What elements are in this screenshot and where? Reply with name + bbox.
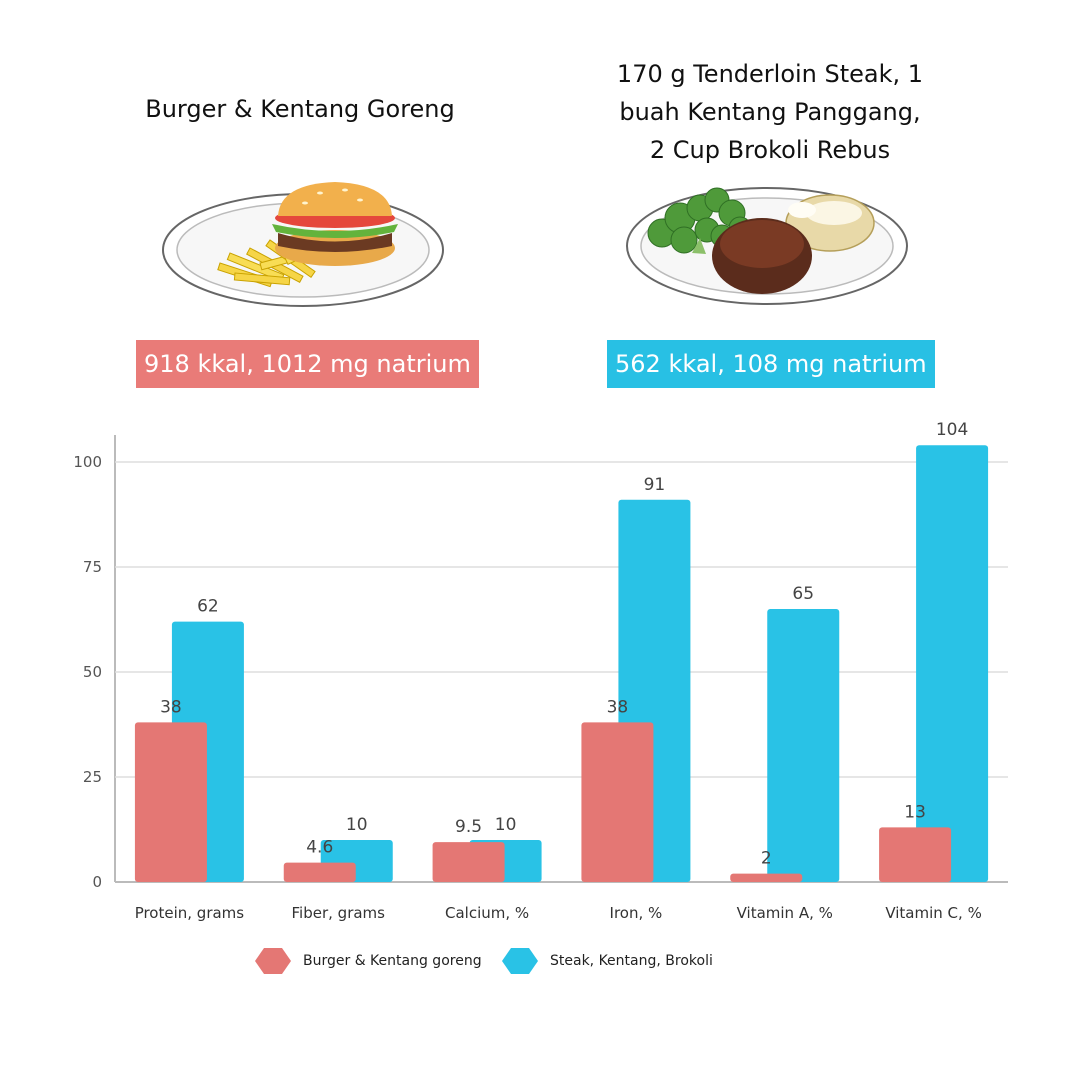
x-category-label: Protein, grams bbox=[135, 904, 245, 922]
bar-burger bbox=[134, 722, 207, 882]
steak-potato-broccoli-plate-image bbox=[626, 187, 908, 305]
data-label: 38 bbox=[607, 697, 629, 717]
burger-fries-plate-image bbox=[162, 182, 444, 307]
meal-right-title-line: 170 g Tenderloin Steak, 1 bbox=[616, 60, 924, 88]
meal-left-title: Burger & Kentang Goreng bbox=[145, 95, 455, 123]
meal-right-title-line: 2 Cup Brokoli Rebus bbox=[649, 136, 891, 164]
x-category-label: Fiber, grams bbox=[292, 904, 386, 922]
meal-right-title: 170 g Tenderloin Steak, 1 buah Kentang P… bbox=[560, 55, 980, 169]
data-label: 4.6 bbox=[306, 838, 333, 858]
data-label: 9.5 bbox=[455, 817, 482, 837]
data-label: 13 bbox=[904, 802, 926, 822]
calorie-sodium-badge-right: 562 kkal, 108 mg natrium bbox=[607, 340, 935, 388]
y-tick-label: 50 bbox=[83, 663, 102, 681]
legend-item-burger: Burger & Kentang goreng bbox=[255, 945, 482, 977]
bar-steak bbox=[767, 609, 840, 882]
bar-burger bbox=[581, 722, 654, 882]
legend-item-steak: Steak, Kentang, Brokoli bbox=[502, 945, 713, 977]
data-label: 10 bbox=[346, 815, 368, 835]
bar-burger bbox=[730, 873, 803, 882]
y-tick-label: 100 bbox=[73, 453, 102, 471]
data-label: 38 bbox=[160, 697, 182, 717]
x-category-label: Vitamin A, % bbox=[737, 904, 833, 922]
x-category-label: Iron, % bbox=[610, 904, 663, 922]
legend-swatch bbox=[255, 948, 291, 974]
legend-label: Burger & Kentang goreng bbox=[303, 953, 482, 969]
legend-swatch bbox=[502, 948, 538, 974]
x-category-label: Vitamin C, % bbox=[885, 904, 982, 922]
y-tick-label: 75 bbox=[83, 558, 102, 576]
bar-steak bbox=[916, 445, 989, 882]
data-label: 10 bbox=[495, 815, 517, 835]
data-label: 91 bbox=[644, 475, 666, 495]
data-label: 2 bbox=[761, 849, 772, 869]
data-label: 65 bbox=[792, 584, 814, 604]
nutrition-bar-chart: 0 25 50 75 100 62 38 Protein, grams 10 4.6 Fiber, … bbox=[73, 420, 1008, 922]
y-tick-label: 25 bbox=[83, 768, 102, 786]
data-label: 62 bbox=[197, 597, 219, 617]
calorie-sodium-badge-left: 918 kkal, 1012 mg natrium bbox=[136, 340, 479, 388]
bar-burger bbox=[283, 862, 356, 882]
meal-right-title-line: buah Kentang Panggang, bbox=[619, 98, 921, 126]
legend-label: Steak, Kentang, Brokoli bbox=[550, 953, 713, 969]
y-tick-label: 0 bbox=[92, 873, 102, 891]
bar-burger bbox=[432, 842, 505, 882]
x-category-label: Calcium, % bbox=[445, 904, 529, 922]
bar-burger bbox=[879, 827, 952, 882]
data-label: 104 bbox=[936, 420, 968, 440]
